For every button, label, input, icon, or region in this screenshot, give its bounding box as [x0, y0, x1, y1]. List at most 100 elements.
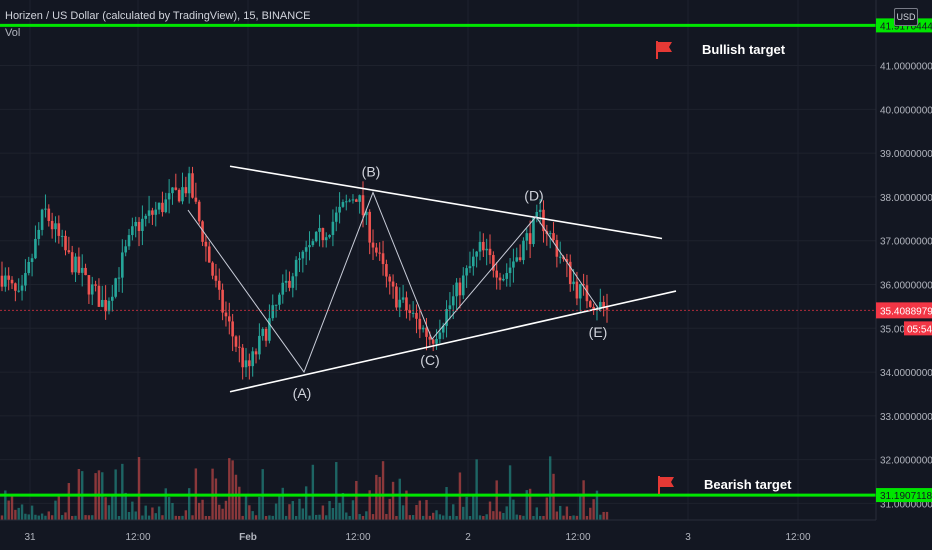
- candle-body: [151, 210, 154, 215]
- candle-body: [194, 197, 198, 202]
- volume-bar: [54, 500, 57, 520]
- volume-bar: [141, 515, 144, 520]
- candle-body: [475, 251, 478, 257]
- volume-bar: [137, 457, 141, 520]
- candle-body: [231, 321, 234, 337]
- candle-body: [599, 301, 602, 310]
- volume-bar: [331, 508, 335, 520]
- volume-bar: [27, 514, 30, 520]
- volume-bar: [7, 500, 10, 520]
- candle-body: [318, 228, 321, 232]
- candle-body: [177, 189, 181, 202]
- target-label: Bullish target: [702, 42, 786, 57]
- price-tick-label: 32.0000000: [880, 456, 932, 467]
- volume-bar: [425, 499, 428, 520]
- candle-body: [50, 220, 54, 230]
- candle-body: [401, 297, 405, 300]
- candle-body: [54, 223, 57, 230]
- volume-bar: [187, 488, 191, 520]
- candle-body: [107, 300, 111, 312]
- volume-bar: [87, 515, 91, 520]
- volume-bar: [57, 496, 61, 520]
- volume-bar: [127, 512, 131, 520]
- volume-bar: [44, 515, 47, 520]
- candle-body: [60, 235, 64, 237]
- candle-body: [445, 309, 448, 326]
- candle-body: [451, 296, 455, 306]
- volume-bar: [528, 488, 532, 520]
- volume-bar: [184, 510, 188, 520]
- volume-bar: [64, 512, 67, 520]
- time-tick-label: Feb: [239, 532, 257, 543]
- candle-body: [572, 281, 575, 285]
- volume-bar: [60, 515, 64, 520]
- currency-badge[interactable]: USD: [894, 8, 918, 26]
- candle-body: [592, 306, 595, 310]
- volume-bar: [582, 480, 585, 520]
- candle-body: [408, 310, 412, 313]
- candle-body: [518, 257, 522, 261]
- candle-body: [331, 221, 335, 235]
- candle-body: [324, 237, 328, 241]
- target-price-label: 31.1907118: [880, 491, 932, 502]
- price-tick-label: 41.0000000: [880, 62, 932, 73]
- candle-body: [555, 240, 559, 257]
- volume-bar: [181, 515, 184, 520]
- volume-bar: [532, 515, 535, 520]
- candle-body: [181, 187, 184, 202]
- time-tick-label: 12:00: [565, 532, 590, 543]
- candle-body: [4, 275, 7, 287]
- volume-bar: [258, 496, 261, 520]
- candle-body: [70, 252, 74, 273]
- volume-bar: [177, 515, 181, 520]
- candle-body: [274, 304, 278, 306]
- volume-bar: [10, 494, 14, 520]
- price-axis[interactable]: 41.0000000 40.0000000 39.0000000 38.0000000…: [875, 0, 932, 550]
- time-axis[interactable]: 31 12:00 Feb 12:00 2 12:00 3 12:00: [0, 519, 876, 550]
- volume-bar: [37, 515, 40, 520]
- volume-bar: [538, 515, 542, 520]
- candle-body: [211, 262, 214, 276]
- candle-body: [585, 285, 589, 302]
- wave-label: (C): [420, 352, 439, 368]
- time-tick-label: 2: [465, 532, 471, 543]
- volume-bar: [20, 504, 24, 520]
- candle-body: [14, 283, 17, 291]
- candle-body: [30, 258, 34, 262]
- candle-body: [294, 259, 298, 277]
- volume-bar: [388, 498, 391, 520]
- volume-bar: [595, 490, 599, 520]
- volume-label: Vol: [5, 27, 21, 39]
- time-tick-label: 12:00: [785, 532, 810, 543]
- candle-body: [271, 305, 275, 319]
- candle-body: [241, 347, 244, 368]
- candle-body: [131, 226, 134, 236]
- candle-body: [268, 318, 271, 341]
- candle-body: [17, 290, 21, 292]
- volume-bar: [495, 480, 498, 520]
- volume-bar: [535, 507, 539, 520]
- candle-body: [465, 268, 468, 276]
- volume-bar: [264, 515, 268, 520]
- volume-bar: [208, 516, 211, 520]
- volume-bar: [17, 507, 20, 520]
- volume-bar: [599, 514, 602, 520]
- volume-bar: [251, 511, 254, 520]
- candle-body: [558, 256, 562, 258]
- candle-body: [532, 218, 535, 245]
- candle-body: [515, 257, 519, 262]
- volume-bar: [542, 515, 545, 520]
- volume-bar: [445, 487, 448, 520]
- candle-body: [141, 218, 144, 231]
- candle-body: [258, 335, 261, 355]
- candle-body: [261, 328, 265, 336]
- volume-bar: [228, 458, 231, 520]
- countdown-tag: [904, 321, 932, 336]
- candle-body: [341, 202, 345, 207]
- candle-body: [385, 264, 388, 277]
- volume-bar: [375, 474, 378, 520]
- last-price-label: 35.4088979: [880, 306, 932, 317]
- candle-body: [471, 256, 475, 267]
- price-tick-label: 33.0000000: [880, 412, 932, 423]
